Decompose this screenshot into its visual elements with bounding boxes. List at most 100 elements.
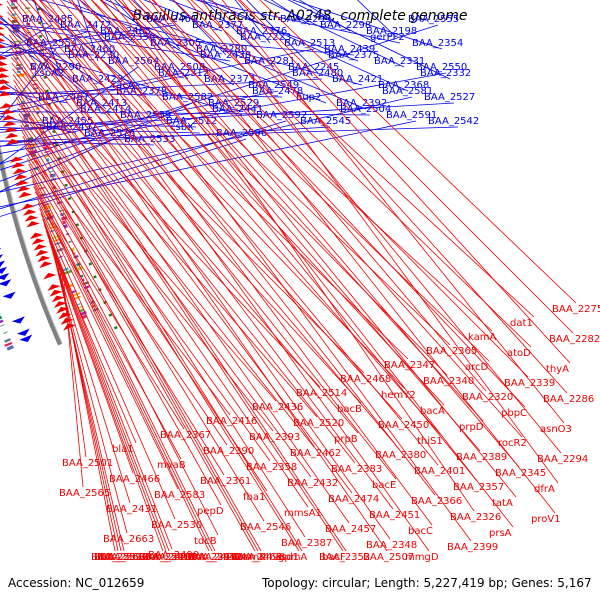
track-feature — [73, 295, 81, 300]
reverse-gene-arrow — [29, 232, 44, 240]
reverse-gene-leader — [190, 0, 535, 318]
track-feature — [93, 307, 99, 312]
reverse-gene-leader — [239, 0, 574, 334]
reverse-gene-leader — [14, 0, 397, 480]
reverse-gene-leader — [13, 79, 309, 508]
forward-strand-genes: BAA_2485BAA_2472BAA_2465BAA_2461BAA_2377… — [0, 0, 479, 342]
reverse-gene-leader — [59, 0, 442, 436]
reverse-gene-label: gpmA — [278, 552, 307, 563]
forward-gene-label: BAA_2373 — [204, 74, 255, 85]
reverse-gene-leader — [29, 169, 219, 536]
forward-gene-label: BAA_2439 — [324, 44, 375, 55]
track-feature — [6, 345, 14, 351]
reverse-gene-label: prpB — [334, 434, 358, 445]
forward-gene-label: BAA_2331 — [374, 56, 425, 67]
reverse-gene-leader — [121, 0, 475, 512]
reverse-gene-arrow — [43, 272, 57, 280]
reverse-gene-label: mmgD — [405, 552, 439, 563]
reverse-gene-label: BAA_2462 — [290, 448, 341, 459]
reverse-gene-arrow — [18, 191, 32, 199]
reverse-gene-arrow — [0, 32, 6, 36]
track-feature — [43, 205, 52, 211]
reverse-gene-label: BAA_2348 — [366, 540, 417, 551]
reverse-gene-arrow — [0, 91, 12, 97]
reverse-gene-leader — [6, 0, 391, 540]
reverse-gene-arrow — [26, 221, 40, 228]
inner-tick — [45, 89, 49, 93]
reverse-gene-label: BAA_2468 — [340, 374, 391, 385]
reverse-gene-arrow — [0, 73, 10, 79]
track-feature — [4, 338, 11, 343]
forward-gene-leader — [114, 0, 189, 80]
reverse-gene-label: BAA_2389 — [456, 452, 507, 463]
reverse-gene-arrow — [4, 132, 19, 139]
forward-gene-arrow — [19, 334, 33, 342]
forward-gene-leader — [0, 102, 193, 192]
forward-gene-arrow — [2, 291, 16, 299]
forward-gene-label: BAA_2542 — [428, 116, 479, 127]
track-feature — [13, 40, 22, 43]
reverse-gene-leader — [148, 0, 556, 514]
reverse-gene-leader — [101, 0, 514, 528]
reverse-gene-leader — [45, 229, 164, 552]
forward-gene-leader — [0, 138, 115, 182]
reverse-gene-label: rocR2 — [498, 438, 527, 449]
forward-gene-label: BAA_2592 — [256, 110, 307, 121]
reverse-gene-label: tatA — [492, 498, 513, 509]
reverse-gene-leader — [43, 224, 167, 552]
forward-gene-label: BAA_2549 — [248, 80, 299, 91]
reverse-gene-leader — [9, 45, 347, 552]
forward-gene-leader — [0, 111, 371, 116]
reverse-gene-label: BAA_2436 — [252, 402, 303, 413]
track-feature — [4, 341, 13, 347]
reverse-gene-arrow — [0, 79, 11, 85]
reverse-gene-leader — [47, 235, 137, 444]
reverse-gene-label: BAA_2390 — [203, 446, 254, 457]
reverse-gene-label: BAA_2416 — [206, 416, 257, 427]
reverse-gene-label: arcD — [465, 362, 489, 373]
reverse-gene-leader — [83, 0, 478, 482]
reverse-gene-label: BAA_2358 — [246, 462, 297, 473]
forward-gene-label: BAA_2376 — [236, 26, 287, 37]
reverse-gene-leader — [14, 85, 306, 538]
reverse-gene-label: BAA_2320 — [462, 392, 513, 403]
reverse-gene-label: bacE — [372, 480, 396, 491]
forward-gene-label: BAA_2198 — [366, 26, 417, 37]
forward-gene-leader — [0, 51, 95, 56]
forward-gene-arrow — [0, 272, 10, 281]
reverse-gene-leader — [24, 147, 231, 416]
forward-gene-label: BAA_2354 — [412, 38, 463, 49]
reverse-gene-leader — [11, 62, 318, 418]
reverse-gene-arrow — [33, 244, 47, 251]
reverse-gene-label: asd1 — [275, 552, 299, 563]
reverse-gene-leader — [138, 0, 526, 408]
forward-gene-label: BAA_2559 — [120, 110, 171, 121]
reverse-gene-label: BAA_2621 — [142, 552, 193, 563]
reverse-gene-leader — [7, 11, 365, 374]
reverse-gene-label: proV1 — [531, 514, 561, 525]
forward-gene-label: BAA_2472 — [60, 20, 111, 31]
track-feature — [12, 29, 20, 33]
reverse-gene-arrow — [31, 238, 45, 245]
track-feature — [22, 113, 31, 118]
forward-gene-label: BAA_2545 — [300, 116, 351, 127]
reverse-gene-leader — [99, 0, 484, 422]
reverse-gene-label: BAA_2345 — [495, 468, 546, 479]
reverse-gene-leader — [201, 0, 559, 484]
forward-gene-label: BAA_2332 — [420, 68, 471, 79]
forward-gene-arrow — [0, 266, 8, 274]
reverse-gene-leader — [8, 28, 356, 464]
reverse-gene-leader — [91, 0, 451, 346]
reverse-gene-label: pbpC — [501, 408, 527, 419]
forward-gene-arrow — [0, 247, 2, 250]
forward-gene-leader — [287, 0, 451, 80]
track-feature — [84, 285, 91, 290]
reverse-gene-leader — [33, 0, 430, 552]
forward-gene-label: BAA_2508 — [154, 62, 205, 73]
track-feature — [29, 149, 37, 155]
genome-summary: Topology: circular; Length: 5,227,419 bp… — [262, 576, 592, 590]
reverse-gene-leader — [12, 74, 312, 478]
inner-tick — [93, 275, 97, 279]
reverse-gene-label: BAA_2432 — [287, 478, 338, 489]
reverse-gene-leader — [8, 34, 353, 494]
